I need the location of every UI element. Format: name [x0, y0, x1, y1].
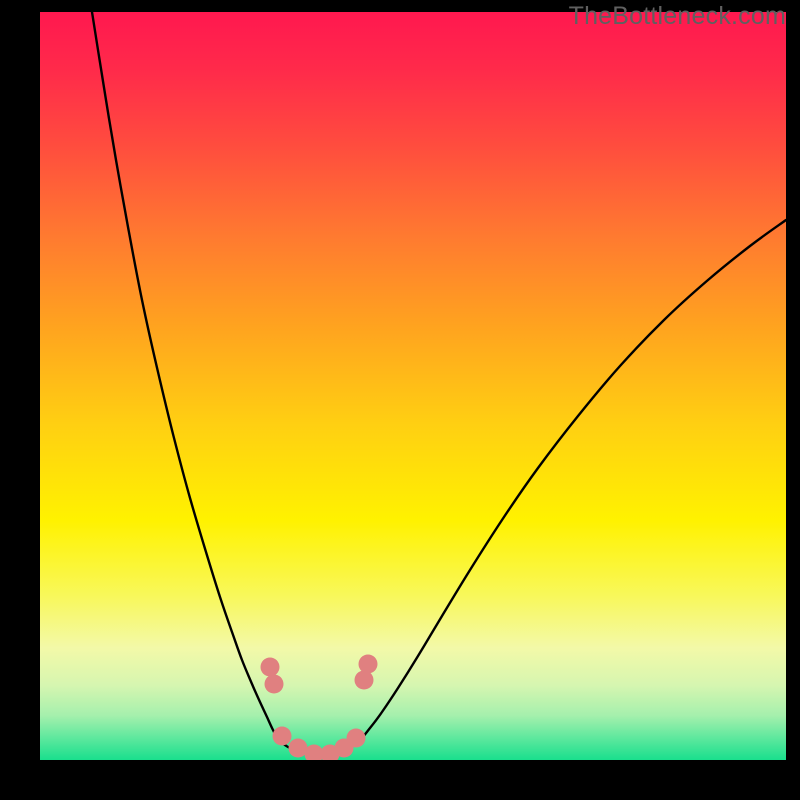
chart-stage: TheBottleneck.com — [0, 0, 800, 800]
watermark-label: TheBottleneck.com — [569, 2, 786, 31]
valley-marker — [265, 675, 284, 694]
valley-marker — [273, 727, 292, 746]
curve-layer — [40, 12, 786, 760]
valley-marker — [355, 671, 374, 690]
plot-area — [40, 12, 786, 760]
valley-marker — [359, 655, 378, 674]
bottleneck-curve — [92, 12, 786, 754]
valley-marker — [261, 658, 280, 677]
valley-marker — [347, 729, 366, 748]
